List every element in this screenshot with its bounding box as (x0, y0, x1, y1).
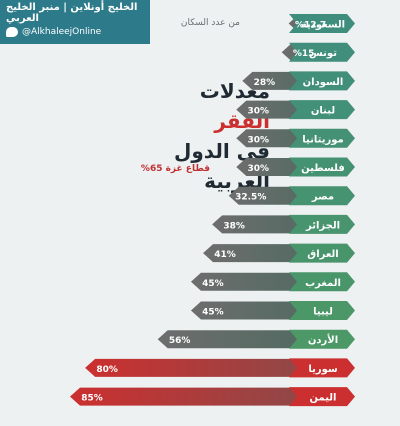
country-tab-2 (289, 71, 355, 91)
category-label-0: السعودية (301, 20, 345, 31)
country-tab-12 (289, 358, 355, 378)
category-label-3: لبنان (311, 106, 335, 117)
value-label-7: 38% (223, 221, 245, 231)
category-label-6: مصر (311, 192, 334, 203)
logo: الخليج أونلاين | منبر الخليج العربي @Alk… (0, 0, 150, 44)
brand-name: الخليج أونلاين | منبر الخليج العربي (6, 2, 138, 24)
country-tab-1 (289, 42, 355, 62)
country-tab-3 (289, 100, 355, 120)
country-tab-6 (289, 186, 355, 206)
bar-9 (190, 272, 327, 291)
category-label-1: تونس (309, 48, 337, 59)
country-tab-5 (289, 157, 355, 177)
value-label-11: 56% (169, 336, 191, 346)
bar-10 (190, 301, 327, 320)
country-tab-0 (289, 14, 355, 33)
value-label-1: %15 (293, 49, 315, 59)
value-label-13: 85% (81, 394, 103, 404)
category-label-9: المغرب (305, 278, 341, 289)
bar-11 (157, 330, 327, 349)
value-label-9: 45% (202, 279, 224, 289)
population-note: من عدد السكان (180, 18, 240, 28)
value-label-3: 30% (248, 107, 270, 117)
bar-13 (70, 387, 327, 406)
value-label-12: 80% (96, 365, 118, 375)
country-tab-11 (289, 329, 355, 349)
value-label-10: 45% (202, 308, 224, 318)
value-label-6: 32.5% (235, 193, 266, 203)
country-tab-10 (289, 301, 355, 320)
category-label-13: اليمن (310, 393, 337, 404)
value-label-2: 28% (254, 78, 276, 88)
country-tab-7 (289, 214, 355, 234)
value-label-8: 41% (214, 250, 236, 260)
value-label-0: %12.7 (295, 21, 326, 31)
country-tab-13 (289, 387, 355, 407)
twitter-bird-icon (6, 27, 18, 37)
category-label-8: العراق (307, 249, 338, 260)
bar-12 (85, 358, 327, 377)
category-label-2: السودان (303, 77, 344, 88)
category-label-11: الأردن (308, 333, 338, 346)
gaza-annotation: قطاع غزة 65% (140, 164, 210, 174)
category-label-7: الجزائر (305, 220, 340, 231)
value-label-5: 30% (248, 164, 270, 174)
value-label-4: 30% (248, 135, 270, 145)
category-label-10: ليبيا (313, 307, 333, 318)
category-label-12: سوريا (308, 364, 338, 375)
bars-group: السعودية%12.7 تونس%15 السودان 28% لبنان 30% مو… (70, 14, 355, 407)
country-tab-8 (289, 243, 355, 263)
handle-row: @AlkhaleejOnline (6, 27, 101, 37)
country-tab-9 (289, 272, 355, 292)
category-label-4: موريتانيا (302, 134, 343, 145)
twitter-handle[interactable]: @AlkhaleejOnline (22, 27, 102, 37)
country-tab-4 (289, 128, 355, 148)
category-label-5: فلسطين (301, 163, 345, 174)
